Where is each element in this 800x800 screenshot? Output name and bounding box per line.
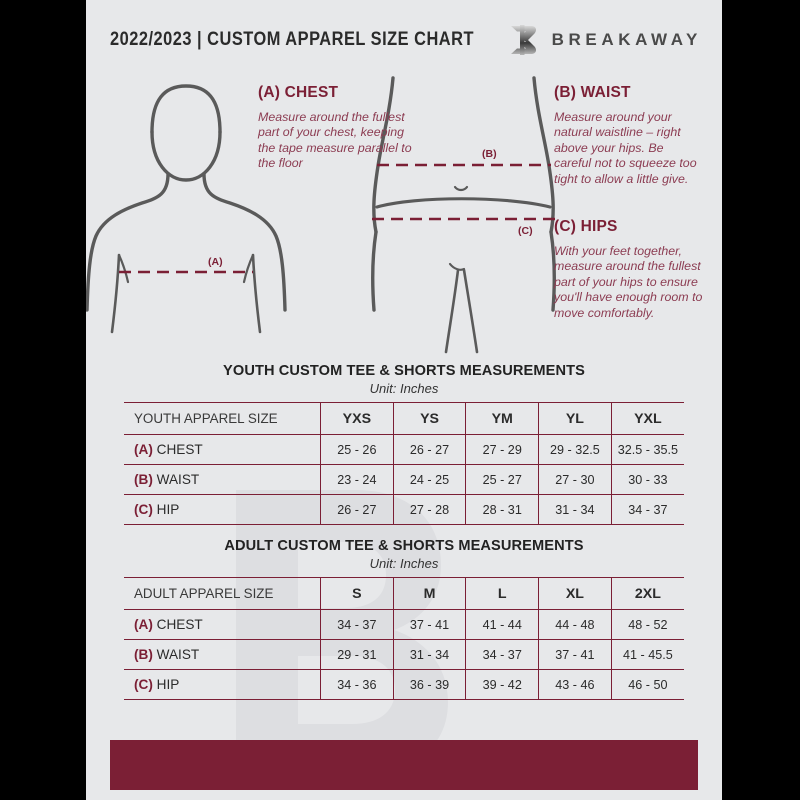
table-cell: 24 - 25 [392, 464, 466, 495]
adult-table-title: ADULT CUSTOM TEE & SHORTS MEASUREMENTS [224, 538, 584, 554]
table-row-label: (B) WAIST [124, 639, 321, 670]
brand-name: BREAKAWAY [551, 30, 702, 49]
table-cell: 41 - 45.5 [610, 639, 684, 670]
table-header-row: YOUTH APPAREL SIZE YXS YS YM YL YXL [124, 402, 684, 435]
table-cell: 48 - 52 [610, 609, 684, 640]
table-row-label: (A) CHEST [124, 609, 321, 640]
table-row: (B) WAIST 29 - 31 31 - 34 34 - 37 37 - 41 41 … [124, 639, 684, 670]
row-tag: (B) [134, 472, 153, 487]
table-header-size: YS [392, 402, 466, 435]
callout-hips-body: With your feet together, measure around … [554, 244, 703, 320]
row-tag: (C) [134, 677, 153, 692]
callout-chest-heading: (A) CHEST [258, 84, 339, 101]
table-header-size: M [392, 577, 466, 610]
table-header-size: L [465, 577, 539, 610]
table-row: (C) HIP 34 - 36 36 - 39 39 - 42 43 - 46 46 - … [124, 669, 684, 700]
callout-hips-heading: (C) HIPS [554, 218, 618, 235]
waist-dimension-label: (B) [482, 148, 497, 160]
table-row-label: (C) HIP [124, 669, 321, 700]
table-row-label: (C) HIP [124, 494, 321, 525]
adult-size-block: ADULT CUSTOM TEE & SHORTS MEASUREMENTS U… [86, 538, 722, 700]
adult-size-table: ADULT APPAREL SIZE S M L XL 2XL (A) CHEST 34 - … [124, 577, 684, 700]
youth-table-unit: Unit: Inches [369, 381, 439, 396]
table-cell: 29 - 31 [320, 639, 394, 670]
callout-waist: (B) WAIST Measure around your natural wa… [554, 84, 704, 187]
table-row-label: (A) CHEST [124, 434, 321, 465]
brand-lockup: BREAKAWAY [508, 24, 702, 56]
row-tag: (A) [134, 617, 153, 632]
youth-table-body: YOUTH APPAREL SIZE YXS YS YM YL YXL (A) CHEST 2… [124, 402, 684, 525]
table-cell: 41 - 44 [465, 609, 539, 640]
row-tag: (C) [134, 502, 153, 517]
callout-chest: (A) CHEST Measure around the fullest par… [258, 84, 418, 172]
row-tag: (A) [134, 442, 153, 457]
table-header-label: YOUTH APPAREL SIZE [124, 402, 321, 435]
youth-size-block: YOUTH CUSTOM TEE & SHORTS MEASUREMENTS U… [86, 363, 722, 525]
table-row: (A) CHEST 34 - 37 37 - 41 41 - 44 44 - 48 48 … [124, 609, 684, 640]
table-header-size: XL [538, 577, 612, 610]
table-header-size: YXS [320, 402, 394, 435]
table-header-size: YM [465, 402, 539, 435]
table-cell: 37 - 41 [538, 639, 612, 670]
callout-waist-heading: (B) WAIST [554, 84, 631, 101]
table-cell: 28 - 31 [465, 494, 539, 525]
table-row: (A) CHEST 25 - 26 26 - 27 27 - 29 29 - 32.5 3… [124, 434, 684, 465]
table-cell: 32.5 - 35.5 [610, 434, 684, 465]
table-cell: 31 - 34 [392, 639, 466, 670]
table-cell: 34 - 37 [320, 609, 394, 640]
table-cell: 27 - 29 [465, 434, 539, 465]
size-chart-page: 2022/2023 | CUSTOM APPAREL SIZE CHART BR… [86, 0, 722, 800]
torso-figure [86, 84, 287, 334]
adult-table-unit: Unit: Inches [369, 556, 439, 571]
table-cell: 27 - 30 [538, 464, 612, 495]
table-cell: 34 - 37 [610, 494, 684, 525]
table-cell: 26 - 27 [320, 494, 394, 525]
table-cell: 36 - 39 [392, 669, 466, 700]
table-cell: 34 - 36 [320, 669, 394, 700]
table-cell: 39 - 42 [465, 669, 539, 700]
table-cell: 26 - 27 [392, 434, 466, 465]
table-cell: 29 - 32.5 [538, 434, 612, 465]
youth-table-title: YOUTH CUSTOM TEE & SHORTS MEASUREMENTS [223, 363, 585, 379]
table-header-label: ADULT APPAREL SIZE [124, 577, 321, 610]
adult-table-body: ADULT APPAREL SIZE S M L XL 2XL (A) CHEST 34 - … [124, 577, 684, 700]
table-row-label: (B) WAIST [124, 464, 321, 495]
table-cell: 30 - 33 [610, 464, 684, 495]
youth-size-table: YOUTH APPAREL SIZE YXS YS YM YL YXL (A) CHEST 2… [124, 402, 684, 525]
hips-dimension-label: (C) [518, 225, 533, 237]
table-cell: 27 - 28 [392, 494, 466, 525]
table-cell: 31 - 34 [538, 494, 612, 525]
breakaway-b-logo-icon [510, 25, 536, 55]
table-header-size: YL [538, 402, 612, 435]
page-header: 2022/2023 | CUSTOM APPAREL SIZE CHART BR… [86, 24, 722, 60]
row-tag: (B) [134, 647, 153, 662]
table-cell: 23 - 24 [320, 464, 394, 495]
table-cell: 43 - 46 [538, 669, 612, 700]
table-row: (C) HIP 26 - 27 27 - 28 28 - 31 31 - 34 34 - … [124, 494, 684, 525]
page-title: 2022/2023 | CUSTOM APPAREL SIZE CHART [110, 28, 474, 50]
table-cell: 46 - 50 [610, 669, 684, 700]
table-header-size: S [320, 577, 394, 610]
table-cell: 37 - 41 [392, 609, 466, 640]
callout-chest-body: Measure around the fullest part of your … [258, 110, 412, 171]
body-diagrams [86, 76, 557, 354]
table-header-row: ADULT APPAREL SIZE S M L XL 2XL [124, 577, 684, 610]
table-cell: 34 - 37 [465, 639, 539, 670]
chest-dimension-label: (A) [208, 256, 223, 268]
callout-waist-body: Measure around your natural waistline – … [554, 110, 697, 186]
callout-hips: (C) HIPS With your feet together, measur… [554, 218, 704, 321]
table-cell: 25 - 26 [320, 434, 394, 465]
table-cell: 25 - 27 [465, 464, 539, 495]
measurement-illustrations: (A) (B) (C) (A) CHEST Measure around the… [86, 70, 722, 360]
table-header-size: 2XL [610, 577, 684, 610]
table-cell: 44 - 48 [538, 609, 612, 640]
footer-accent-bar [110, 740, 698, 790]
table-header-size: YXL [610, 402, 684, 435]
table-row: (B) WAIST 23 - 24 24 - 25 25 - 27 27 - 30 30 … [124, 464, 684, 495]
